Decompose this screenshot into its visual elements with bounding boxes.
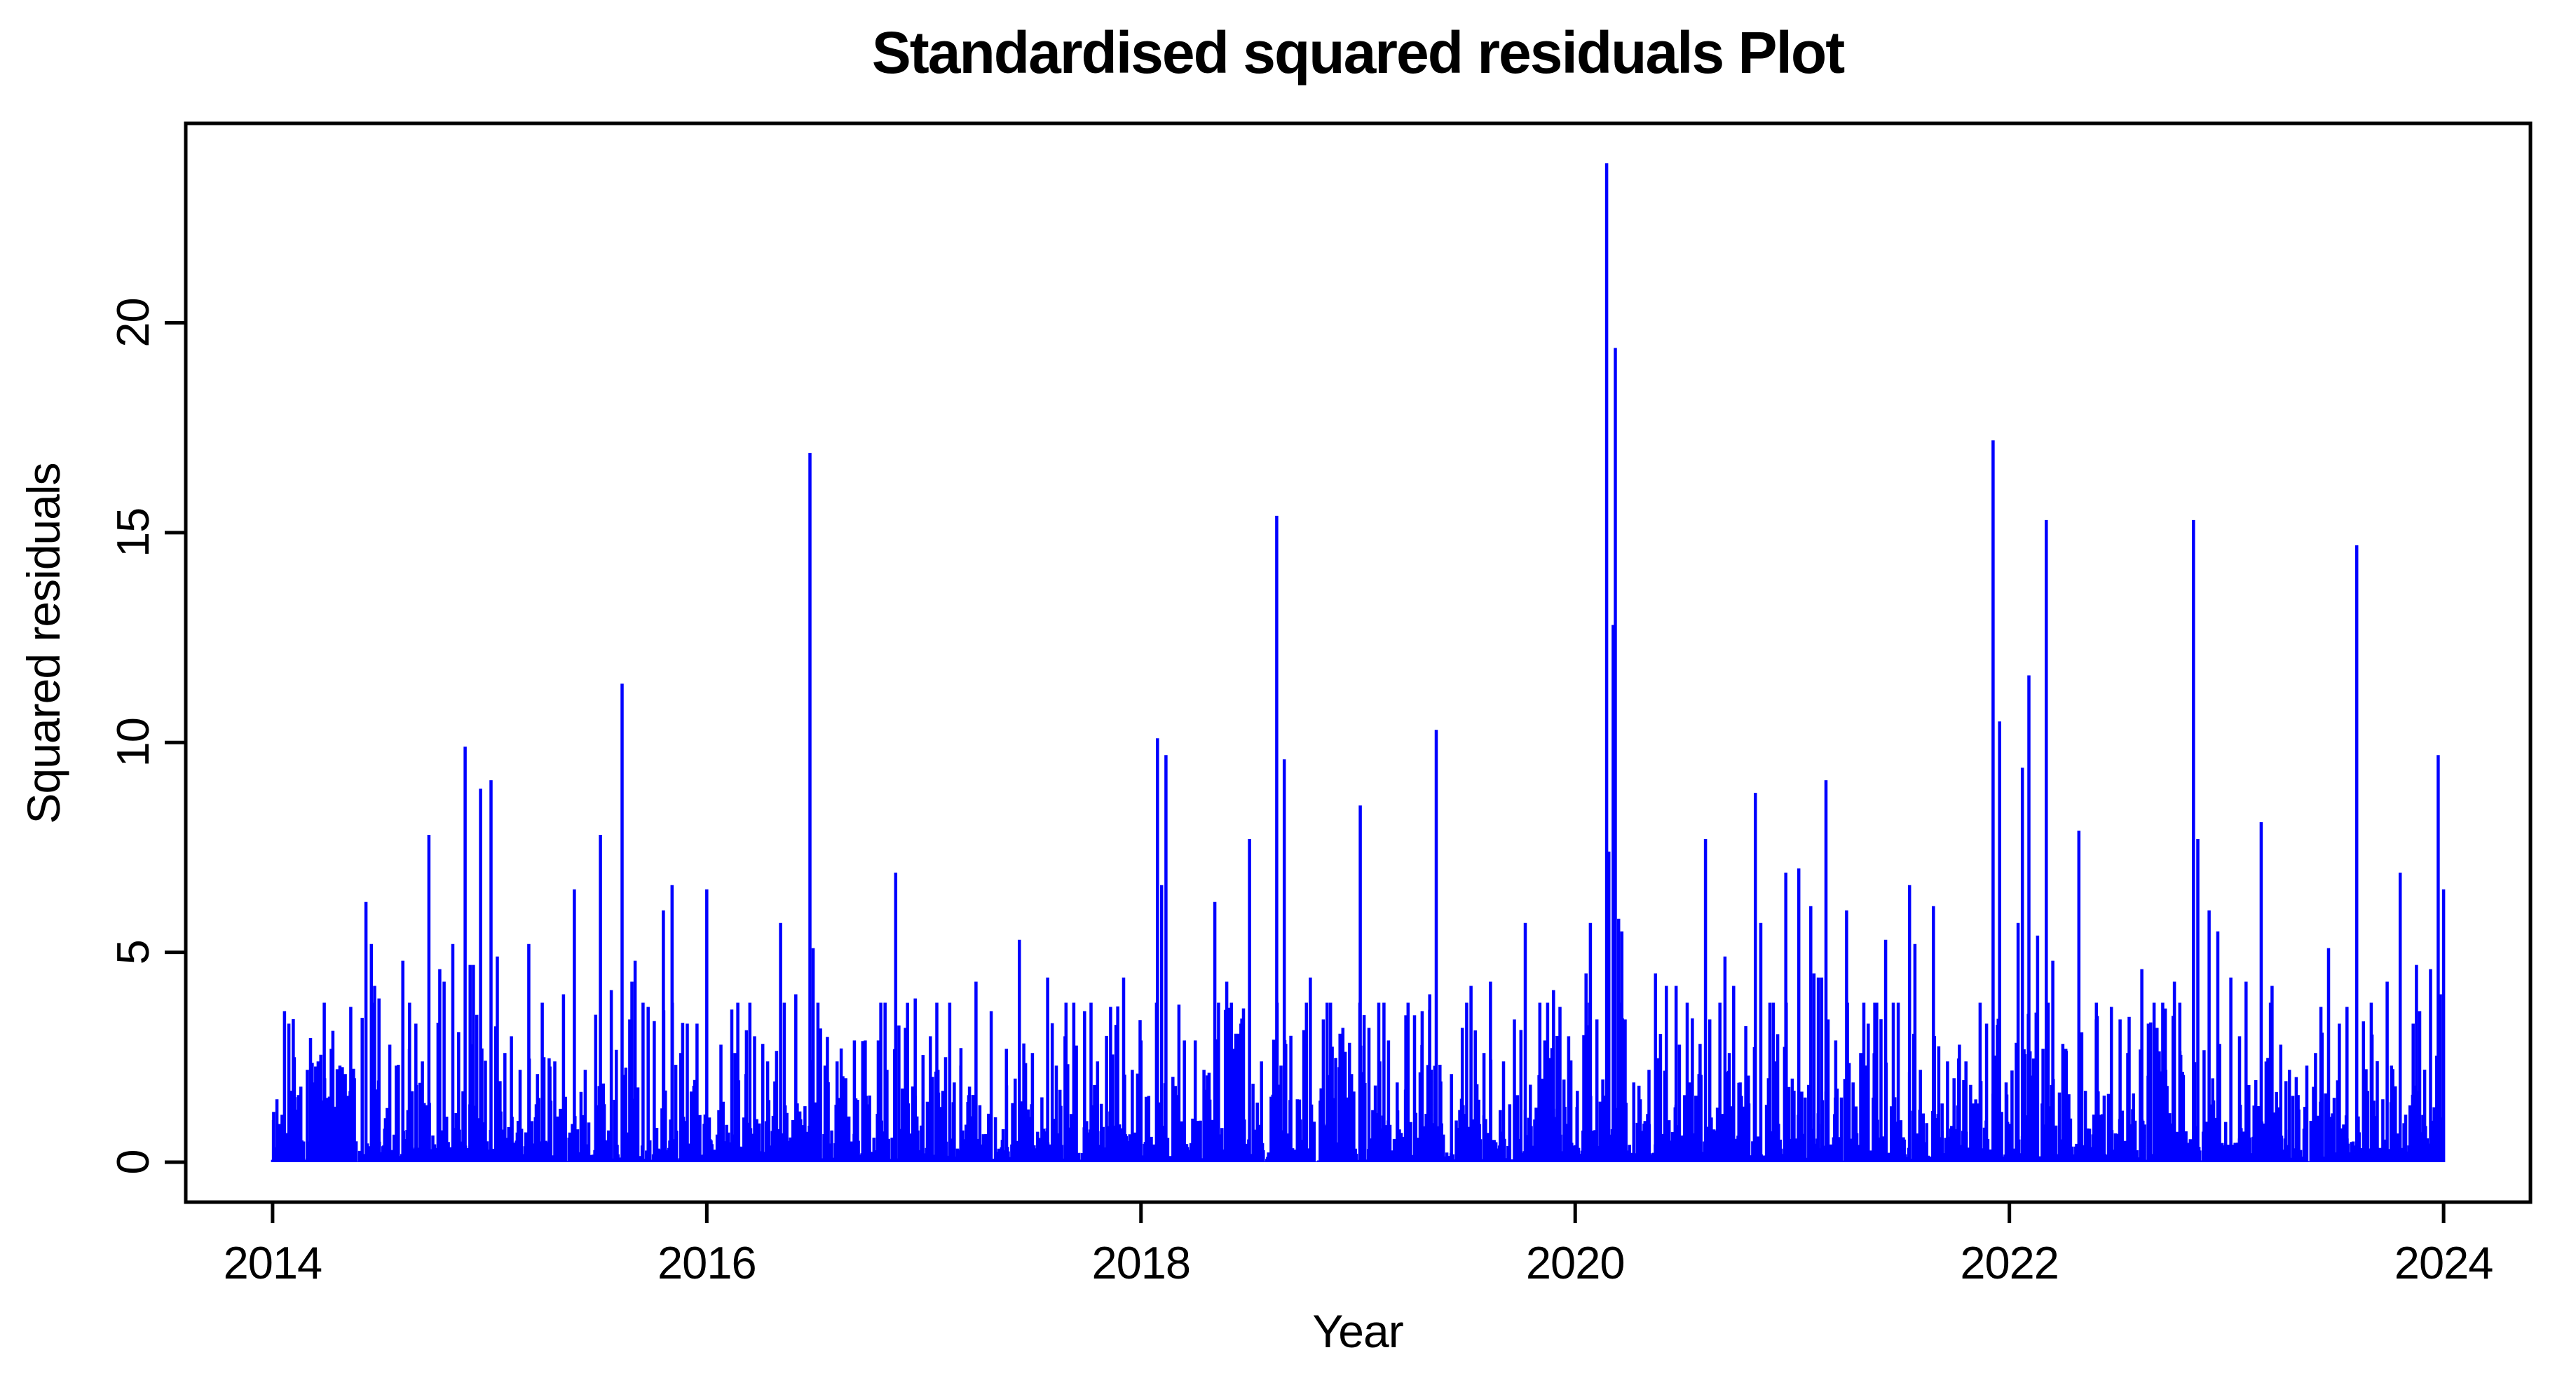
data-series-layer — [271, 163, 2446, 1162]
x-tick-label: 2024 — [2394, 1237, 2493, 1288]
y-tick-label: 10 — [107, 718, 158, 767]
y-tick-label: 0 — [107, 1150, 158, 1174]
y-tick-label: 20 — [107, 298, 158, 347]
x-axis-label: Year — [1312, 1305, 1403, 1357]
x-tick-label: 2014 — [224, 1237, 322, 1288]
squared-residuals-series — [271, 163, 2446, 1162]
x-tick-label: 2018 — [1091, 1237, 1190, 1288]
y-tick-label: 15 — [107, 508, 158, 557]
x-tick-label: 2022 — [1960, 1237, 2059, 1288]
y-tick-label: 5 — [107, 940, 158, 965]
y-axis-label: Squared residuals — [18, 463, 69, 824]
x-tick-label: 2016 — [657, 1237, 756, 1288]
plot-box — [184, 121, 2533, 1204]
x-tick-label: 2020 — [1526, 1237, 1625, 1288]
chart-title: Standardised squared residuals Plot — [872, 20, 1844, 86]
axis-layer: 2014 2016 2018 2020 2022 2024 0 5 10 15 20 — [107, 121, 2533, 1288]
